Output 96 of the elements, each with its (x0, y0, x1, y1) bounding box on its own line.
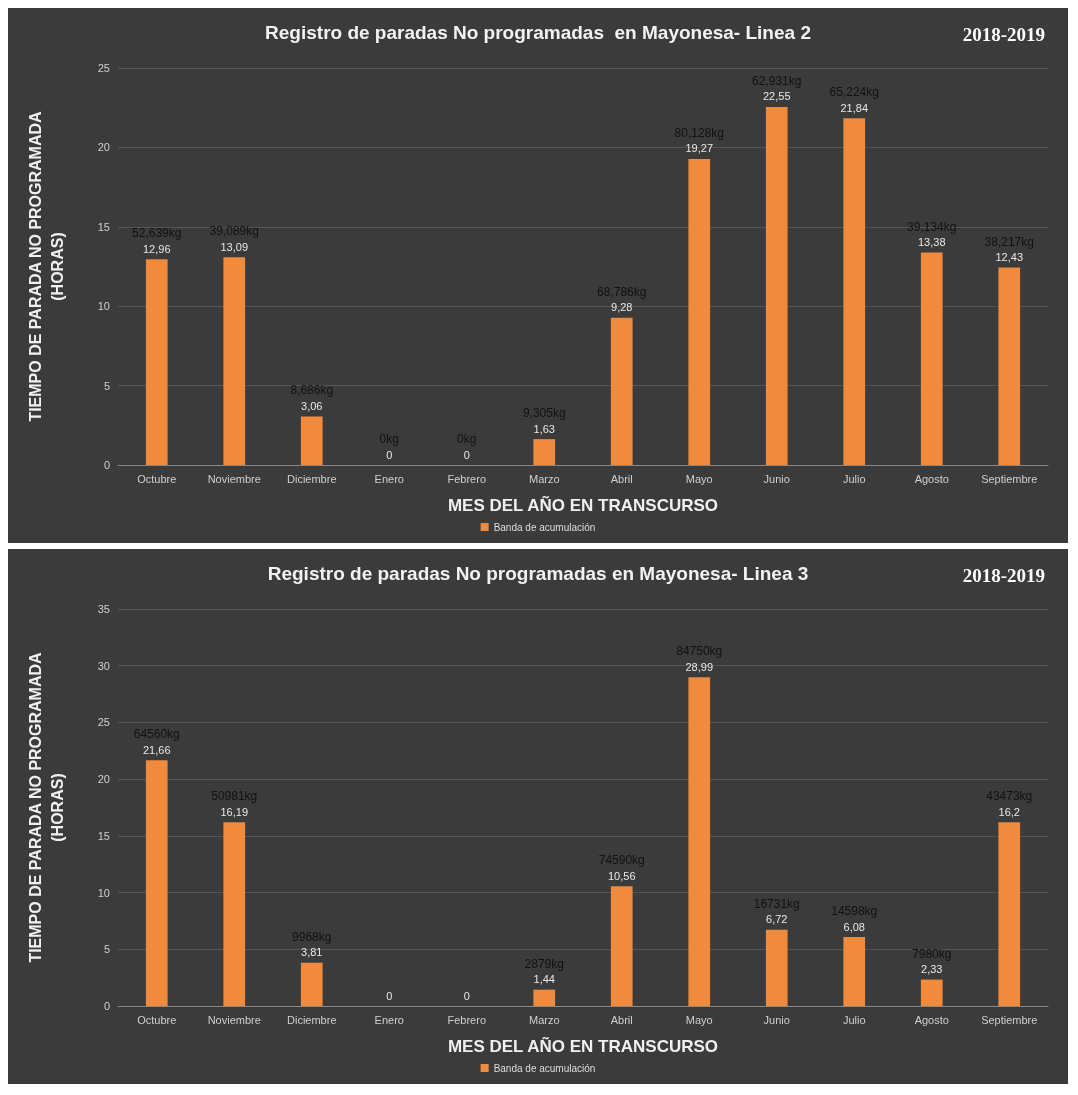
bar (920, 252, 943, 465)
x-tick-label: Septiembre (981, 1013, 1038, 1026)
y-tick-label: 15 (97, 220, 110, 233)
x-tick-label: Octubre (137, 472, 177, 485)
data-label: 6,72 (766, 913, 788, 926)
data-label: 2,33 (921, 963, 943, 976)
y-tick-label: 5 (103, 379, 110, 392)
y-tick-label: 20 (97, 141, 110, 154)
data-label: 22,55 (762, 90, 791, 103)
y-tick-label: 15 (97, 829, 110, 842)
bar (610, 317, 633, 465)
y-tick-label: 0 (103, 459, 110, 471)
y-tick-label: 0 (103, 1000, 110, 1012)
x-axis-title: MES DEL AÑO EN TRANSCURSO (447, 1036, 719, 1056)
data-label: 16,2 (998, 805, 1020, 818)
bar (145, 760, 168, 1006)
data-label: 13,09 (220, 240, 249, 253)
x-tick-label: Marzo (528, 472, 560, 485)
chart-title: Registro de paradas No programadas en Mayonesa- Linea 2 (265, 22, 811, 43)
data-label: 9,28 (611, 301, 633, 314)
x-tick-label: Noviembre (207, 472, 261, 485)
y-tick-label: 35 (97, 603, 110, 615)
x-tick-label: Diciembre (286, 472, 337, 485)
data-label: 0 (386, 448, 393, 461)
bar (533, 439, 556, 465)
x-axis-title: MES DEL AÑO EN TRANSCURSO (447, 495, 719, 515)
bar (223, 257, 246, 465)
y-tick-label: 10 (97, 886, 110, 899)
bar (843, 118, 866, 465)
x-tick-label: Noviembre (207, 1013, 261, 1026)
y-tick-label: 20 (97, 773, 110, 786)
data-label: 12,43 (995, 251, 1024, 264)
x-tick-label: Agosto (914, 472, 949, 485)
x-tick-label: Febrero (447, 1013, 487, 1026)
legend-label: Banda de acumulación (493, 521, 596, 533)
x-tick-label: Junio (763, 472, 790, 485)
y-tick-label: 25 (97, 716, 110, 729)
x-tick-label: Abril (610, 1013, 633, 1026)
chart-subtitle: 2018-2019 (962, 24, 1045, 45)
y-tick-label: 30 (97, 659, 110, 672)
data-label: 21,66 (142, 743, 171, 756)
data-label: 6,08 (843, 920, 865, 933)
data-label: 1,63 (533, 422, 555, 435)
chart-subtitle: 2018-2019 (962, 565, 1045, 586)
y-axis-title: TIEMPO DE PARADA NO PROGRAMADA (HORAS) (26, 651, 66, 963)
data-label: 12,96 (142, 242, 171, 255)
bar (223, 822, 246, 1006)
bar (688, 677, 711, 1006)
legend-label: Banda de acumulación (493, 1062, 596, 1074)
x-tick-label: Mayo (685, 1013, 713, 1026)
bar (843, 937, 866, 1006)
x-tick-label: Febrero (447, 472, 487, 485)
annotation: 7980kg (912, 946, 952, 961)
y-axis-title: TIEMPO DE PARADA NO PROGRAMADA (HORAS) (26, 110, 66, 422)
x-tick-label: Mayo (685, 472, 713, 485)
bar (998, 267, 1021, 465)
annotation: 39,134kg (907, 219, 957, 234)
x-tick-label: Abril (610, 472, 633, 485)
x-tick-label: Octubre (137, 1013, 177, 1026)
bar (765, 106, 788, 465)
data-label: 3,06 (301, 399, 323, 412)
annotation: 8,686kg (290, 383, 334, 398)
annotation: 39,089kg (209, 224, 259, 239)
bar (765, 929, 788, 1006)
bar (145, 259, 168, 465)
data-label: 0 (386, 989, 393, 1002)
chart-title: Registro de paradas No programadas en Mayonesa- Linea 3 (267, 563, 809, 584)
x-tick-label: Julio (842, 1013, 866, 1026)
x-tick-label: Julio (842, 472, 866, 485)
bar (300, 416, 323, 465)
y-tick-label: 10 (97, 300, 110, 313)
x-tick-label: Enero (374, 1013, 404, 1026)
bar (998, 822, 1021, 1006)
data-label: 3,81 (301, 946, 323, 959)
x-tick-label: Junio (763, 1013, 790, 1026)
data-label: 10,56 (607, 869, 636, 882)
x-tick-label: Agosto (914, 1013, 949, 1026)
data-label: 13,38 (917, 236, 946, 249)
bar (920, 979, 943, 1006)
x-tick-label: Diciembre (286, 1013, 337, 1026)
x-tick-label: Septiembre (981, 472, 1038, 485)
bar (533, 989, 556, 1006)
y-tick-label: 5 (103, 943, 110, 956)
x-tick-label: Enero (374, 472, 404, 485)
bar (688, 158, 711, 465)
data-label: 0 (463, 989, 470, 1002)
data-label: 19,27 (685, 142, 714, 155)
bar (610, 886, 633, 1006)
data-label: 16,19 (220, 805, 249, 818)
data-label: 1,44 (533, 973, 555, 986)
x-tick-label: Marzo (528, 1013, 560, 1026)
data-label: 0 (463, 448, 470, 461)
data-label: 28,99 (685, 660, 714, 673)
data-label: 21,84 (840, 101, 869, 114)
y-tick-label: 25 (97, 62, 110, 74)
bar (300, 962, 323, 1006)
